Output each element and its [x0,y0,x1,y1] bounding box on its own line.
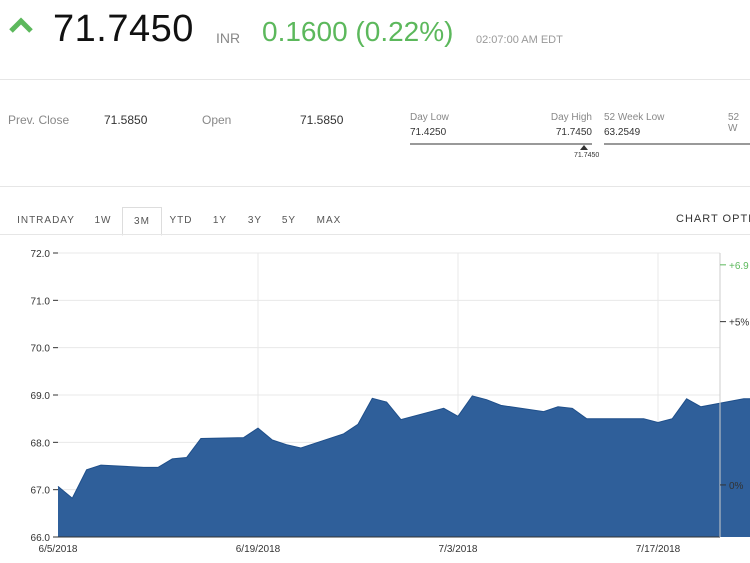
stats-row: Prev. Close 71.5850 Open 71.5850 Day Low… [0,108,750,168]
divider [0,186,750,187]
x-tick-label: 7/17/2018 [636,544,681,555]
range-tabs: INTRADAY 1W 3M YTD 1Y 3Y 5Y MAX CHART OP… [0,207,750,236]
week52-low-value: 63.2549 [604,127,641,138]
chart-options-button[interactable]: CHART OPTIONS [676,213,750,225]
pct-tick-label: +6.9 [729,261,749,272]
price-chart: 72.0 71.0 70.0 69.0 68.0 67.0 66.06/5/2018 6/19… [31,249,750,555]
prev-close-label: Prev. Close [8,113,70,127]
y-tick-label: 72.0 [31,249,51,260]
y-tick-label: 70.0 [31,344,51,355]
week52-low-label: 52 Week Low [604,112,665,123]
day-low-label: Day Low [410,112,449,123]
tab-1w[interactable]: 1W [94,215,112,226]
tabs-underline [0,234,750,235]
x-tick-label: 7/3/2018 [439,544,478,555]
tab-3m[interactable]: 3M [122,207,162,236]
timestamp: 02:07:00 AM EDT [476,34,563,46]
x-tick-label: 6/19/2018 [236,544,281,555]
day-range-marker-value: 71.7450 [574,152,600,159]
y-tick-label: 67.0 [31,486,51,497]
day-range-pointer-icon [580,145,588,150]
open-value: 71.5850 [300,113,344,127]
week52-range-bar [604,143,750,145]
divider [0,79,750,80]
quote-header: 71.7450 INR 0.1600 (0.22%) 02:07:00 AM E… [0,0,750,70]
y-tick-label: 68.0 [31,438,51,449]
price-line [57,395,750,499]
price: 71.7450 [53,8,194,50]
currency: INR [216,30,241,46]
y-tick-label: 66.0 [31,533,51,544]
y-tick-label: 69.0 [31,391,51,402]
prev-close-value: 71.5850 [104,113,148,127]
tab-intraday[interactable]: INTRADAY [17,215,75,226]
day-high-value: 71.7450 [555,127,592,138]
day-high-label: Day High [550,112,592,123]
up-arrow-icon [9,17,33,33]
day-range-bar [410,143,592,145]
x-tick-label: 6/5/2018 [39,544,78,555]
tab-max[interactable]: MAX [316,215,342,226]
tab-1y[interactable]: 1Y [212,215,228,226]
price-area [58,395,750,537]
y-tick-label: 71.0 [31,296,51,307]
tab-5y[interactable]: 5Y [281,215,297,226]
pct-tick-label: +5% [729,318,749,329]
week52-high-label: 52 W [728,112,740,134]
day-low-value: 71.4250 [410,127,447,138]
price-change: 0.1600 (0.22%) [262,16,454,47]
pct-tick-label: 0% [729,481,744,492]
tab-ytd[interactable]: YTD [169,215,193,226]
open-label: Open [202,113,232,127]
tab-3y[interactable]: 3Y [247,215,263,226]
